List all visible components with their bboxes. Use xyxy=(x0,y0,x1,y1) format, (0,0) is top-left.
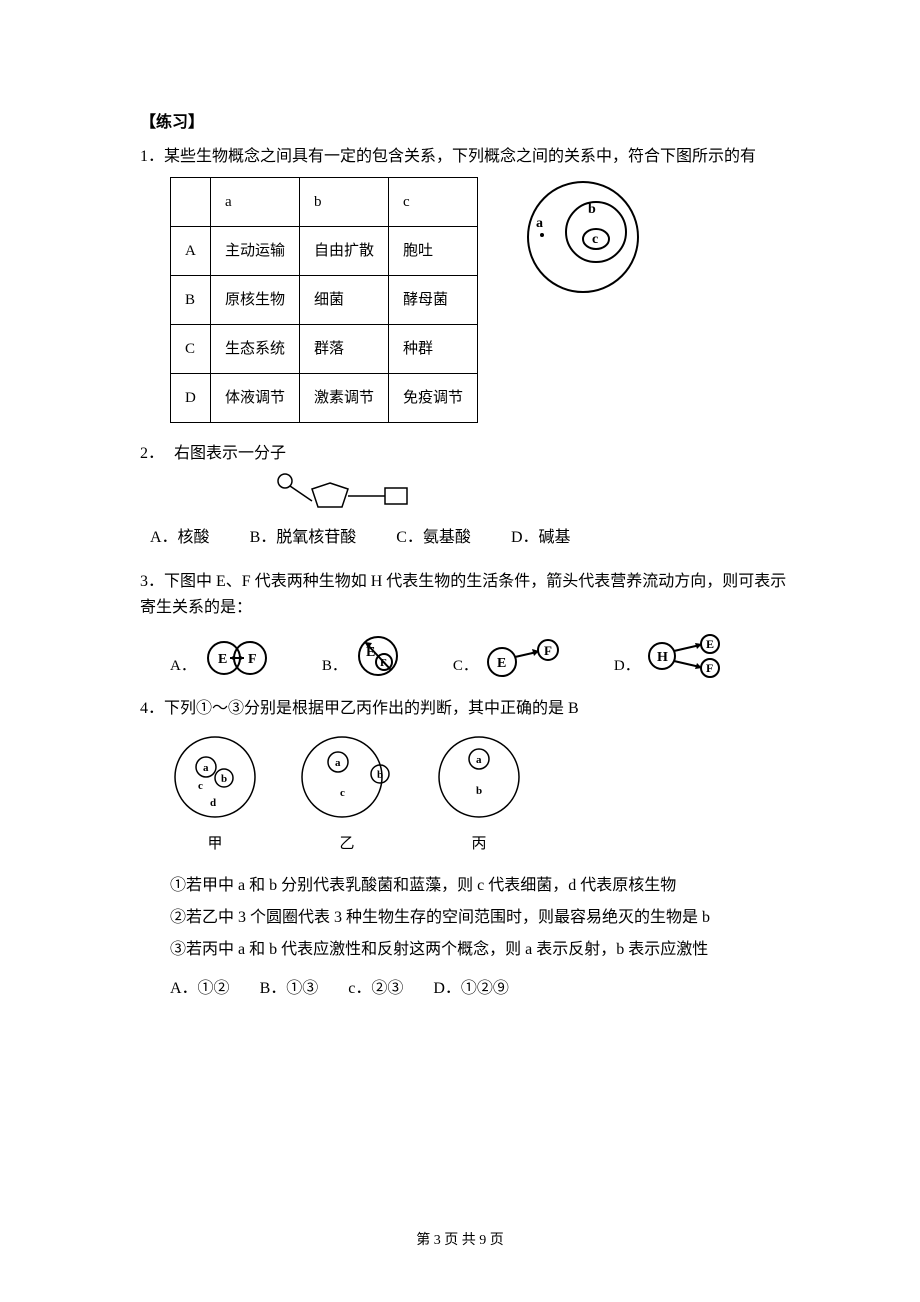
q3-option-d: D． H E F xyxy=(614,634,726,678)
q4-options: A．①② B．①③ c．②③ D．①②⑨ xyxy=(170,976,790,1002)
q4-diagram-bing: a b 丙 xyxy=(434,734,524,857)
table-cell: c xyxy=(389,178,478,227)
table-cell: 自由扩散 xyxy=(300,227,389,276)
q3-option-c: C． E F xyxy=(453,638,564,678)
table-cell: B xyxy=(171,276,211,325)
svg-text:F: F xyxy=(706,661,713,675)
q4-diagram-yi: a b c 乙 xyxy=(300,734,394,857)
q4-diagram-jia: a b c d 甲 xyxy=(170,734,260,857)
q2-num: 2． xyxy=(140,441,164,467)
table-row: B 原核生物 细菌 酵母菌 xyxy=(171,276,478,325)
venn-label-b: b xyxy=(588,202,596,217)
q4-option-a: A．①② xyxy=(170,976,230,1002)
q2-option-d: D．碱基 xyxy=(511,525,571,551)
question-2: 2． 右图表示一分子 A．核酸 B．脱氧核苷酸 C．氨基酸 D．碱基 xyxy=(140,441,790,551)
table-row: a b c xyxy=(171,178,478,227)
svg-text:E: E xyxy=(497,656,506,671)
q4-option-d: D．①②⑨ xyxy=(433,976,509,1002)
page-footer: 第 3 页 共 9 页 xyxy=(0,1230,920,1252)
table-cell: C xyxy=(171,325,211,374)
svg-text:F: F xyxy=(544,643,552,658)
section-title: 【练习】 xyxy=(140,110,790,136)
q4-stmt-2: ②若乙中 3 个圆圈代表 3 种生物生存的空间范围时，则最容易绝灭的生物是 b xyxy=(170,902,790,934)
q3-option-a: A． E F xyxy=(170,638,272,678)
svg-text:a: a xyxy=(335,757,341,769)
q4-stmt-1: ①若甲中 a 和 b 分别代表乳酸菌和蓝藻，则 c 代表细菌，d 代表原核生物 xyxy=(170,870,790,902)
q2-option-b: B．脱氧核苷酸 xyxy=(250,525,357,551)
table-row: A 主动运输 自由扩散 胞吐 xyxy=(171,227,478,276)
svg-text:E: E xyxy=(218,652,227,667)
svg-text:E: E xyxy=(706,637,714,651)
table-cell: 细菌 xyxy=(300,276,389,325)
table-cell: A xyxy=(171,227,211,276)
table-cell: 酵母菌 xyxy=(389,276,478,325)
venn-label-c: c xyxy=(592,232,598,247)
svg-text:b: b xyxy=(377,769,383,781)
q3-label-a: A． xyxy=(170,654,196,678)
q3-diagram-c: E F xyxy=(484,638,564,678)
q3-diagram-a: E F xyxy=(202,638,272,678)
q3-label-b: B． xyxy=(322,654,347,678)
q1-table: a b c A 主动运输 自由扩散 胞吐 B 原核生物 细菌 酵母菌 C 生态系… xyxy=(170,177,478,423)
svg-text:b: b xyxy=(221,773,227,785)
q3-diagram-b: E F xyxy=(353,634,403,678)
q2-option-a: A．核酸 xyxy=(150,525,210,551)
svg-text:b: b xyxy=(476,785,482,797)
table-cell: 免疫调节 xyxy=(389,374,478,423)
q1-venn-diagram: a b c xyxy=(508,177,658,297)
svg-text:a: a xyxy=(476,754,482,766)
table-cell: 胞吐 xyxy=(389,227,478,276)
table-cell: 主动运输 xyxy=(211,227,300,276)
q1-num: 1． xyxy=(140,148,164,165)
q4-caption-jia: 甲 xyxy=(170,832,260,856)
table-row: C 生态系统 群落 种群 xyxy=(171,325,478,374)
svg-text:F: F xyxy=(248,652,257,667)
q2-text: 右图表示一分子 xyxy=(174,441,286,467)
svg-text:H: H xyxy=(657,650,668,665)
q3-option-b: B． E F xyxy=(322,634,403,678)
q3-label-d: D． xyxy=(614,654,640,678)
q4-option-b: B．①③ xyxy=(260,976,319,1002)
q4-stmt-3: ③若丙中 a 和 b 代表应激性和反射这两个概念，则 a 表示反射，b 表示应激… xyxy=(170,934,790,966)
q4-statements: ①若甲中 a 和 b 分别代表乳酸菌和蓝藻，则 c 代表细菌，d 代表原核生物 … xyxy=(170,870,790,966)
q1-text: 1．某些生物概念之间具有一定的包含关系，下列概念之间的关系中，符合下图所示的有 xyxy=(140,144,790,170)
q2-options: A．核酸 B．脱氧核苷酸 C．氨基酸 D．碱基 xyxy=(150,525,790,551)
q2-molecule-diagram xyxy=(270,471,450,511)
q4-caption-yi: 乙 xyxy=(300,832,394,856)
q4-option-c: c．②③ xyxy=(348,976,403,1002)
question-1: 1．某些生物概念之间具有一定的包含关系，下列概念之间的关系中，符合下图所示的有 … xyxy=(140,144,790,424)
q1-body: 某些生物概念之间具有一定的包含关系，下列概念之间的关系中，符合下图所示的有 xyxy=(164,148,756,165)
svg-text:c: c xyxy=(340,787,345,799)
q4-text: 下列①～③分别是根据甲乙丙作出的判断，其中正确的是 B xyxy=(164,700,579,717)
venn-label-a: a xyxy=(536,216,543,231)
q4-num: 4． xyxy=(140,700,164,717)
svg-text:a: a xyxy=(203,762,209,774)
table-cell: 种群 xyxy=(389,325,478,374)
q3-text: 下图中 E、F 代表两种生物如 H 代表生物的生活条件，箭头代表营养流动方向，则… xyxy=(140,573,786,616)
table-cell: 群落 xyxy=(300,325,389,374)
table-row: D 体液调节 激素调节 免疫调节 xyxy=(171,374,478,423)
q3-label-c: C． xyxy=(453,654,478,678)
q2-option-c: C．氨基酸 xyxy=(396,525,471,551)
svg-text:c: c xyxy=(198,780,203,792)
table-cell: D xyxy=(171,374,211,423)
table-cell: b xyxy=(300,178,389,227)
table-cell: 生态系统 xyxy=(211,325,300,374)
table-cell: a xyxy=(211,178,300,227)
table-cell: 原核生物 xyxy=(211,276,300,325)
svg-text:d: d xyxy=(210,797,216,809)
table-cell xyxy=(171,178,211,227)
question-4: 4．下列①～③分别是根据甲乙丙作出的判断，其中正确的是 B a b c d 甲 … xyxy=(140,696,790,1002)
q4-caption-bing: 丙 xyxy=(434,832,524,856)
table-cell: 激素调节 xyxy=(300,374,389,423)
table-cell: 体液调节 xyxy=(211,374,300,423)
question-3: 3．下图中 E、F 代表两种生物如 H 代表生物的生活条件，箭头代表营养流动方向… xyxy=(140,569,790,678)
q3-diagram-d: H E F xyxy=(646,634,726,678)
q3-num: 3． xyxy=(140,573,164,590)
